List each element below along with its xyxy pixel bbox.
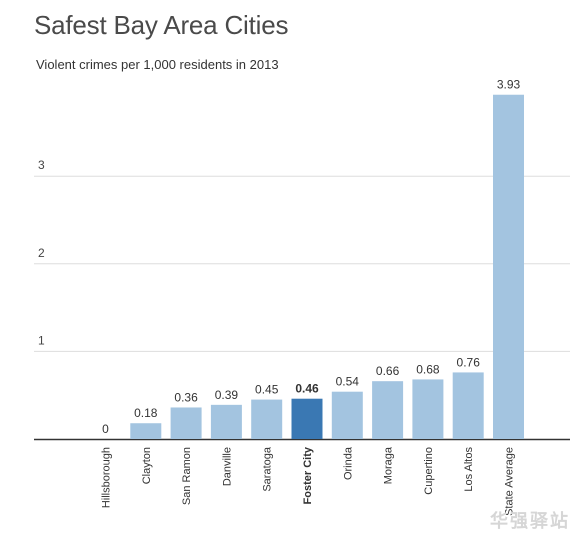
value-label: 0.66	[376, 364, 400, 378]
y-tick-label: 3	[38, 158, 45, 172]
bar	[291, 398, 323, 439]
bar	[251, 399, 283, 439]
category-label: Clayton	[141, 447, 153, 484]
category-label: Cupertino	[423, 447, 435, 495]
bar	[210, 404, 242, 439]
value-label: 3.93	[497, 78, 521, 92]
value-label: 0.45	[255, 383, 279, 397]
bar	[372, 381, 404, 439]
value-label: 0.36	[174, 390, 198, 404]
watermark: 华强驿站	[490, 511, 570, 531]
bar	[412, 379, 444, 439]
chart-title: Safest Bay Area Cities	[34, 10, 289, 40]
bar	[130, 423, 162, 439]
category-label: Hillsborough	[101, 447, 113, 508]
value-label: 0.76	[457, 355, 481, 369]
bar	[331, 391, 363, 439]
category-label: San Ramon	[181, 447, 193, 505]
category-label: Saratoga	[262, 446, 274, 492]
category-label: State Average	[504, 447, 516, 516]
category-label: Moraga	[383, 446, 395, 484]
value-label: 0.68	[416, 362, 440, 376]
category-label: Los Altos	[463, 447, 475, 492]
bar	[493, 94, 524, 440]
bar	[170, 407, 202, 439]
value-label: 0	[102, 422, 109, 436]
category-label: Danville	[221, 447, 233, 486]
value-label: 0.18	[134, 406, 158, 420]
chart-subtitle: Violent crimes per 1,000 residents in 20…	[36, 57, 279, 72]
category-label: Orinda	[342, 446, 354, 480]
y-tick-label: 1	[38, 333, 45, 347]
value-label: 0.39	[215, 388, 239, 402]
category-label: Foster City	[302, 446, 314, 504]
bar	[452, 372, 484, 439]
value-label: 0.54	[336, 375, 360, 389]
value-label: 0.46	[295, 382, 319, 396]
y-tick-label: 2	[38, 246, 45, 260]
